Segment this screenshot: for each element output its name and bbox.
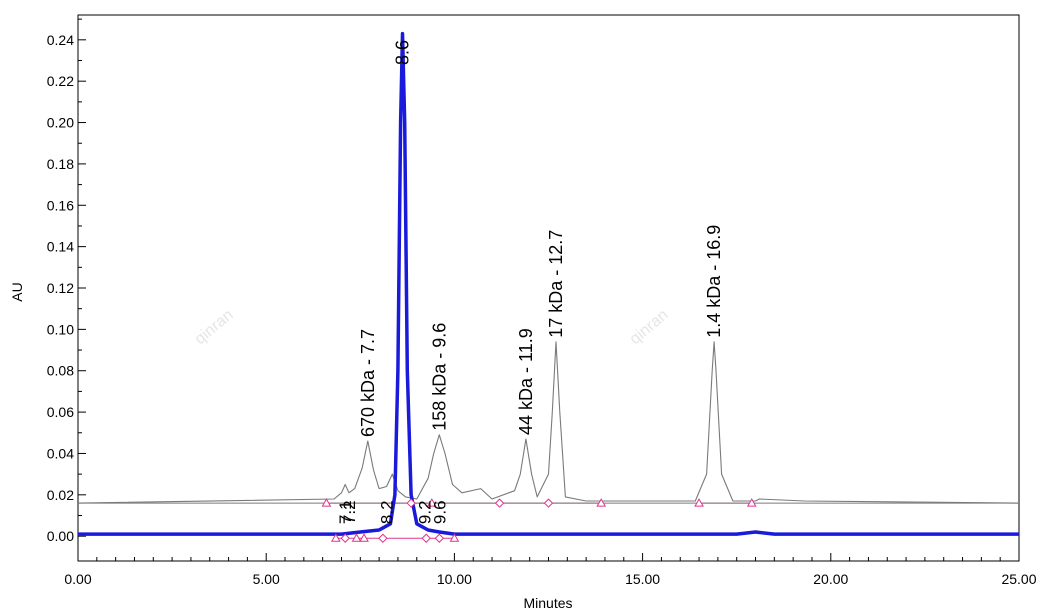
peak-label: 7.1 xyxy=(336,500,355,524)
standard-peak-marker xyxy=(543,498,554,508)
y-tick-label: 0.16 xyxy=(47,197,74,213)
y-tick-label: 0.22 xyxy=(47,73,74,89)
peak-label: 158 kDa - 9.6 xyxy=(429,323,449,431)
x-axis-title: Minutes xyxy=(523,595,572,611)
y-tick-label: 0.02 xyxy=(47,487,74,503)
standard-peak-marker xyxy=(406,498,416,508)
standard-trace xyxy=(77,341,1020,504)
peak-label: 9.6 xyxy=(430,500,449,524)
standard-peak-marker xyxy=(746,498,757,507)
y-tick-label: 0.12 xyxy=(47,280,74,296)
watermark-text-2: qinran xyxy=(627,306,672,348)
sample-peak-marker xyxy=(421,533,431,543)
x-tick-label: 25.00 xyxy=(1001,571,1036,587)
y-tick-label: 0.18 xyxy=(47,156,74,172)
sample-peak-marker xyxy=(434,533,445,543)
standard-peak-marker xyxy=(426,498,437,507)
axes-ticks: 0.00 0.02 0.04 0.06 0.08 0.10 0.12 0.14 0.16 0.18… xyxy=(47,18,1037,587)
y-tick-label: 0.08 xyxy=(47,363,74,379)
standard-peak-marker xyxy=(494,498,505,508)
y-tick-label: 0.14 xyxy=(47,239,74,255)
peak-label: 8.6 xyxy=(393,40,413,65)
y-tick-label: 0.00 xyxy=(47,528,74,544)
y-tick-label: 0.04 xyxy=(47,445,74,461)
peak-label: 1.4 kDa - 16.9 xyxy=(704,225,724,338)
x-tick-label: 20.00 xyxy=(813,571,848,587)
standard-peak-marker xyxy=(321,498,332,507)
sample-peak-marker xyxy=(351,533,362,542)
peak-label: 9.2 xyxy=(415,500,434,524)
sample-peak-marker xyxy=(340,533,350,543)
y-tick-label: 0.06 xyxy=(47,404,74,420)
x-tick-label: 10.00 xyxy=(437,571,472,587)
peak-label: 17 kDa - 12.7 xyxy=(546,230,566,338)
y-axis-title: AU xyxy=(9,282,25,301)
y-tick-label: 0.24 xyxy=(47,32,74,48)
sample-peak-marker xyxy=(378,533,388,543)
sample-peak-marker xyxy=(359,533,369,542)
x-tick-label: 5.00 xyxy=(253,571,280,587)
x-tick-label: 15.00 xyxy=(625,571,660,587)
standard-peak-marker xyxy=(694,498,704,507)
peak-label: 44 kDa - 11.9 xyxy=(516,328,536,435)
x-tick-label: 0.00 xyxy=(64,571,91,587)
peak-label: 670 kDa - 7.7 xyxy=(358,329,378,437)
peak-label: 8.2 xyxy=(378,500,397,524)
y-tick-label: 0.10 xyxy=(47,321,74,337)
watermark-text-1: qinran xyxy=(192,306,237,348)
peak-marker-layer xyxy=(321,498,757,543)
peak-label: 7.2 xyxy=(340,500,359,524)
standard-peak-marker xyxy=(596,498,607,507)
sample-peak-marker xyxy=(449,533,460,542)
peak-label-layer: 670 kDa - 7.7 158 kDa - 9.6 44 kDa - 11.9 1… xyxy=(336,40,724,524)
y-tick-label: 0.20 xyxy=(47,115,74,131)
sample-trace xyxy=(78,31,1019,536)
sample-peak-marker xyxy=(330,533,341,542)
